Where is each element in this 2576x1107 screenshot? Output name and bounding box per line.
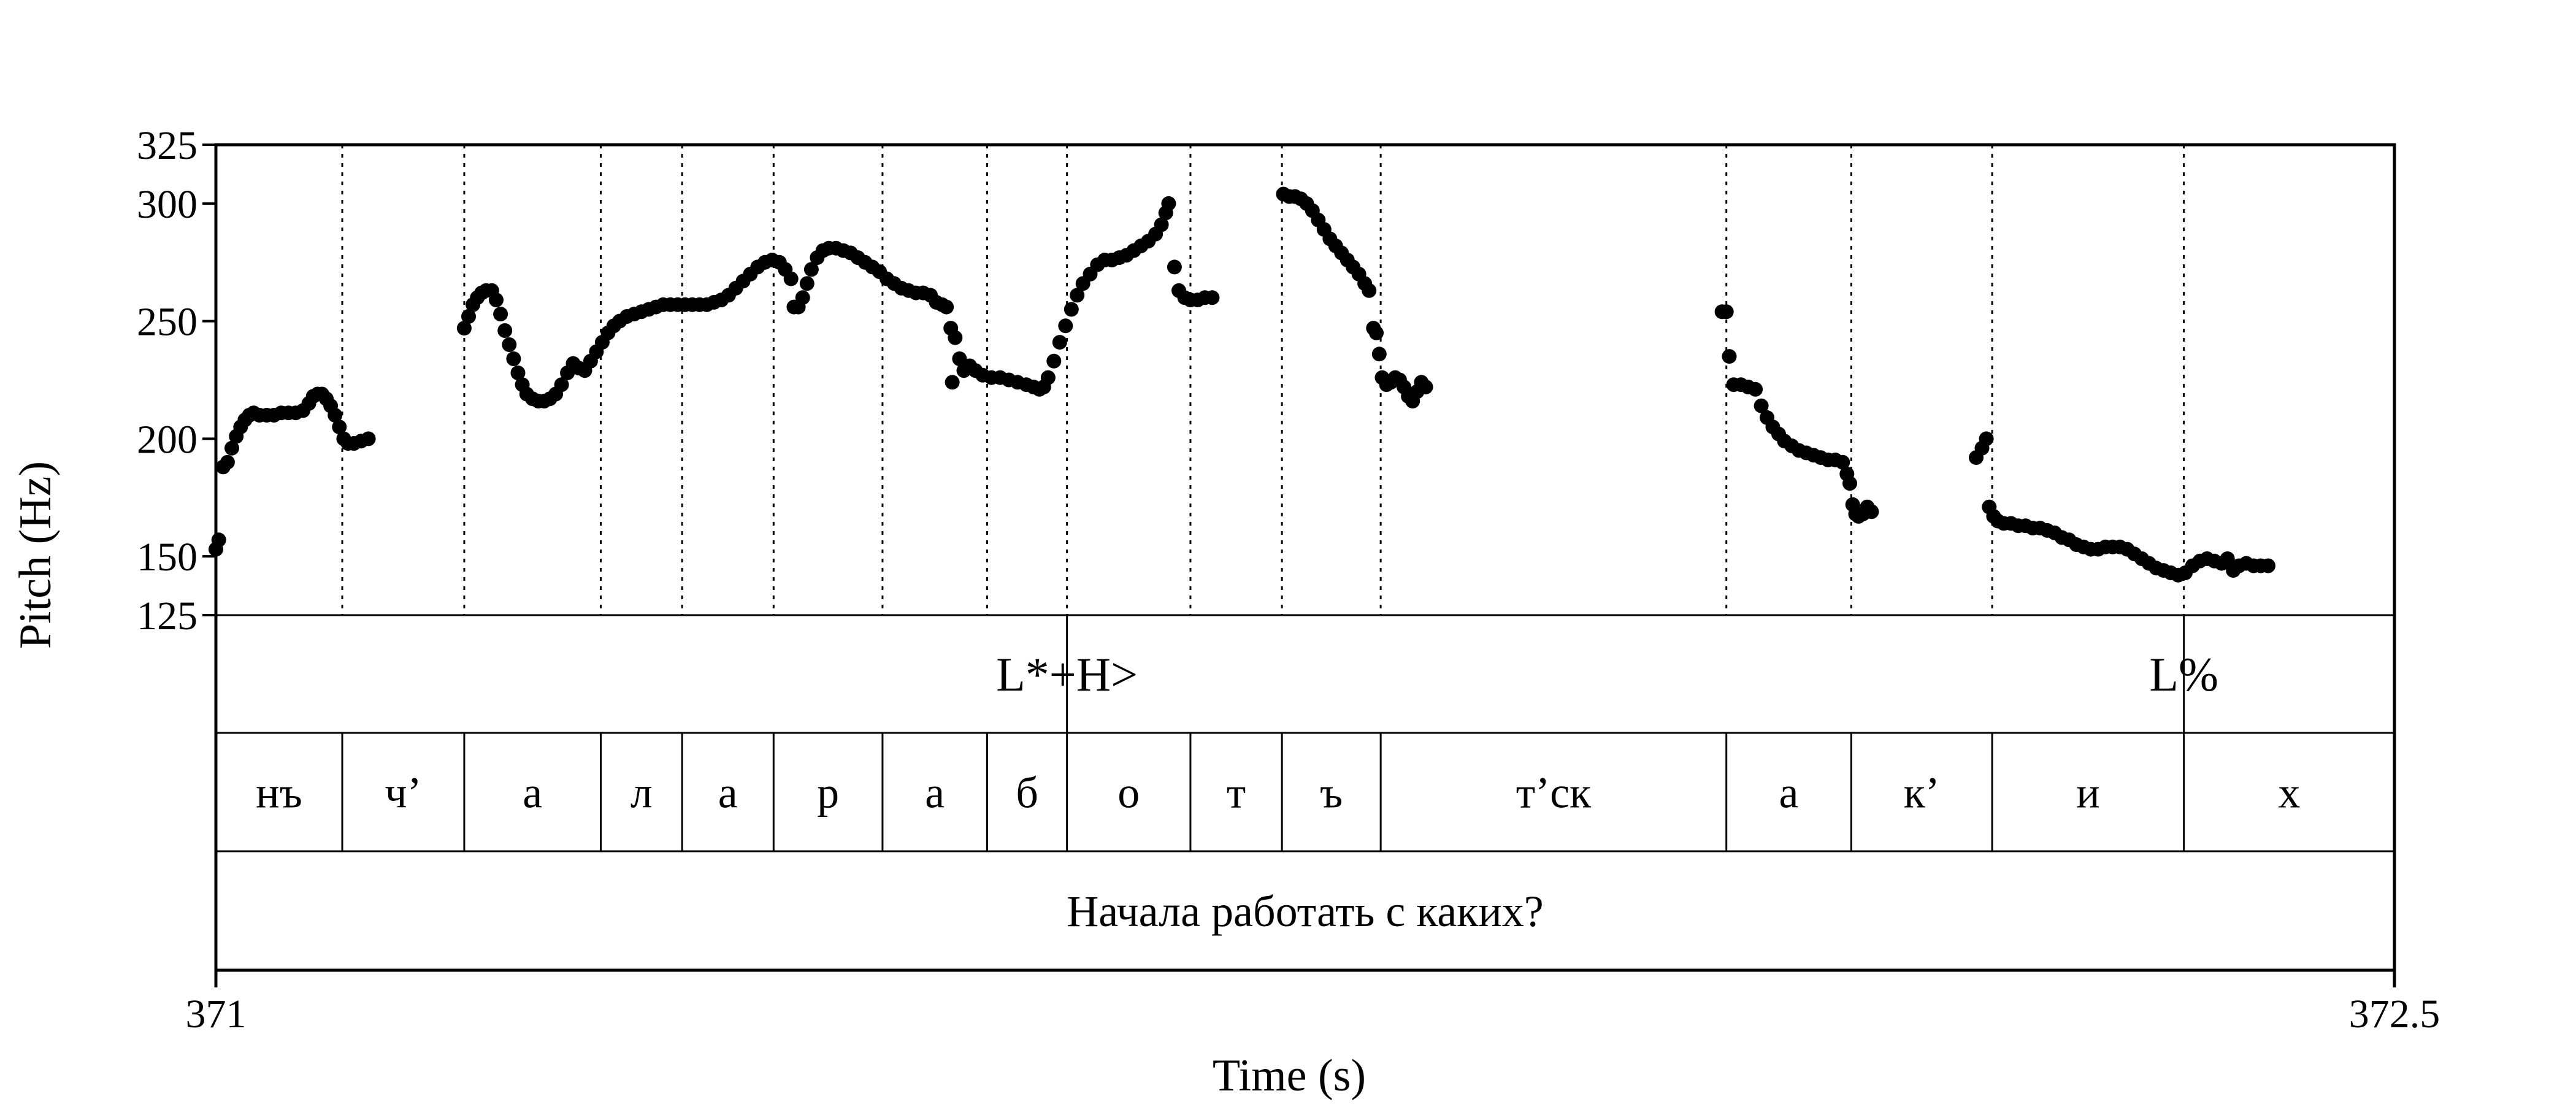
- phone-label: а: [925, 768, 945, 818]
- phone-label: т: [1227, 768, 1246, 818]
- y-tick-label: 150: [137, 535, 197, 580]
- tone-label: L*+H>: [996, 648, 1138, 701]
- pitch-point: [1418, 380, 1433, 394]
- y-tick-label: 325: [137, 123, 197, 168]
- pitch-point: [493, 307, 508, 322]
- pitch-point: [1722, 349, 1737, 364]
- pitch-point: [1040, 370, 1056, 385]
- pitch-point: [1205, 290, 1220, 305]
- pitch-point: [510, 366, 526, 380]
- pitch-point: [939, 299, 954, 315]
- y-tick-label: 200: [137, 417, 197, 462]
- pitch-point: [211, 532, 226, 548]
- phone-label: а: [1779, 768, 1799, 818]
- pitch-point: [1362, 283, 1377, 298]
- pitch-point: [1719, 304, 1734, 320]
- pitch-point: [1842, 476, 1857, 491]
- phone-label: а: [523, 768, 542, 818]
- pitch-point: [945, 375, 960, 390]
- x-axis-title: Time (s): [1213, 1051, 1366, 1101]
- pitch-point: [1070, 288, 1085, 303]
- y-tick-label: 250: [137, 300, 197, 345]
- pitch-point: [803, 262, 819, 277]
- pitch-points: [209, 186, 2275, 583]
- phone-label: о: [1117, 768, 1140, 818]
- chart-frame: [214, 143, 2396, 972]
- segment-boundary-guides: [341, 145, 2185, 615]
- pitch-point: [220, 454, 235, 470]
- pitch-point: [456, 321, 472, 336]
- tone-label: L%: [2149, 648, 2218, 701]
- x-axis: 371 372.5: [186, 970, 2440, 1036]
- pitch-point: [497, 323, 513, 338]
- pitch-point: [799, 276, 815, 291]
- chart-border: [214, 143, 2396, 972]
- phone-label: и: [2076, 768, 2100, 818]
- pitch-point: [328, 408, 343, 423]
- pitch-point: [1754, 398, 1769, 413]
- phone-label: л: [631, 768, 653, 818]
- pitch-point: [1154, 217, 1169, 232]
- x-tick-label: 371: [186, 992, 247, 1036]
- pitch-point: [1979, 431, 1994, 446]
- pitch-point: [783, 271, 799, 286]
- phone-label: к’: [1904, 768, 1940, 818]
- pitch-point: [1371, 347, 1387, 362]
- phone-label: а: [718, 768, 738, 818]
- x-tick-label: 372.5: [2349, 992, 2440, 1036]
- pitch-point: [1748, 381, 1763, 397]
- pitch-point: [1369, 325, 1384, 340]
- pitch-point: [224, 440, 239, 456]
- pitch-point: [2261, 558, 2275, 573]
- pitch-point: [1052, 335, 1067, 350]
- phone-label: т’ск: [1516, 768, 1592, 818]
- pitch-point: [1864, 504, 1879, 519]
- phone-label: ъ: [1320, 768, 1343, 818]
- pitch-point: [1058, 318, 1073, 334]
- phone-label: р: [817, 768, 839, 818]
- pitch-point: [506, 351, 521, 366]
- pitch-point: [554, 377, 569, 393]
- pitch-point: [1161, 196, 1176, 211]
- pitch-point: [332, 419, 347, 435]
- y-axis-title: Pitch (Hz): [10, 461, 61, 649]
- y-axis-ticks: 125 150 200 250 300 325: [137, 123, 216, 638]
- phone-label: ч’: [385, 768, 421, 818]
- pitch-point: [1167, 259, 1182, 275]
- sentence-label: Начала работать с каких?: [1067, 887, 1543, 936]
- pitch-point: [795, 290, 810, 305]
- y-tick-label: 300: [137, 182, 197, 227]
- y-tick-label: 125: [137, 594, 197, 638]
- pitch-point: [1835, 454, 1850, 470]
- annotation-tiers: L*+H> L% нъ ч’ а л а р а б о т ъ т’ск а к’ и х Начала рабо…: [256, 615, 2300, 936]
- phone-label: б: [1016, 768, 1038, 818]
- pitch-point: [2220, 551, 2235, 566]
- pitch-point: [1064, 302, 1079, 317]
- pitch-point: [1046, 353, 1062, 369]
- pitch-point: [489, 293, 504, 308]
- phone-label: нъ: [256, 768, 302, 818]
- pitch-point: [502, 337, 517, 352]
- pitch-point: [361, 431, 376, 446]
- pitch-point: [461, 309, 476, 324]
- pitch-point: [948, 330, 963, 345]
- phone-label: х: [2278, 768, 2300, 818]
